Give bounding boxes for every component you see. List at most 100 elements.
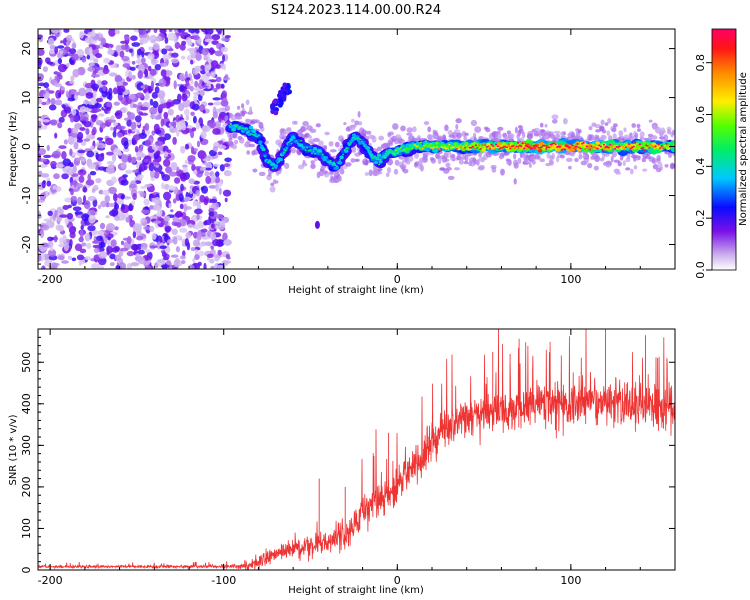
noise-cell: [77, 131, 84, 141]
noise-cell: [78, 87, 87, 97]
noise-cell: [113, 126, 117, 132]
halo-cell: [354, 120, 360, 126]
x-tick-label: 100: [560, 273, 581, 286]
y-tick-label: 200: [20, 476, 33, 497]
noise-cell: [132, 103, 138, 108]
y-tick-label: 20: [20, 42, 33, 56]
ridge-cell: [607, 146, 610, 149]
noise-cell: [184, 238, 189, 247]
noise-cell: [165, 247, 170, 254]
halo-cell: [376, 147, 382, 152]
halo-cell: [406, 132, 413, 136]
halo-cell: [636, 156, 640, 161]
ridge-cell: [563, 148, 567, 151]
noise-cell: [46, 61, 54, 65]
halo-cell: [241, 103, 245, 109]
ridge-cell: [382, 154, 385, 157]
ridge-cell: [598, 144, 601, 147]
noise-cell: [52, 185, 57, 190]
noise-cell: [160, 264, 170, 269]
noise-cell: [71, 257, 77, 262]
halo-cell: [607, 117, 612, 124]
noise-cell: [187, 223, 194, 229]
spectrogram-x-label: Height of straight line (km): [288, 285, 424, 296]
ridge-cell: [477, 144, 481, 147]
noise-cell: [127, 112, 136, 120]
ridge-cell: [331, 163, 334, 166]
ridge-cell: [371, 157, 374, 160]
ridge-cell: [278, 160, 281, 163]
noise-cell: [180, 174, 187, 182]
noise-cell: [67, 255, 72, 260]
noise-cell: [192, 67, 199, 76]
x-tick-label: 100: [560, 574, 581, 587]
halo-cell: [398, 138, 405, 144]
noise-cell: [204, 38, 213, 43]
noise-cell: [220, 83, 225, 89]
noise-cell: [120, 240, 125, 246]
noise-cell: [140, 57, 146, 64]
noise-cell: [195, 52, 202, 61]
noise-cell: [78, 175, 85, 183]
halo-cell: [252, 168, 258, 173]
halo-cell: [490, 164, 497, 169]
noise-cell: [136, 235, 144, 241]
ridge-cell: [537, 149, 543, 153]
halo-cell: [300, 125, 306, 133]
ridge-cell: [438, 149, 442, 151]
halo-cell: [485, 127, 491, 133]
ridge-cell: [484, 144, 487, 146]
noise-cell: [69, 48, 77, 54]
halo-cell: [329, 149, 337, 153]
noise-cell: [91, 188, 96, 193]
noise-cell: [154, 204, 161, 211]
noise-cell: [38, 164, 48, 168]
noise-cell: [184, 197, 189, 203]
halo-cell: [446, 167, 452, 171]
halo-cell: [313, 157, 318, 162]
noise-cell: [200, 131, 207, 139]
noise-cell: [122, 63, 131, 68]
noise-cell: [193, 224, 201, 230]
halo-cell: [532, 160, 536, 165]
noise-cell: [61, 260, 69, 264]
noise-cell: [121, 203, 125, 210]
ridge-cell: [281, 154, 284, 157]
noise-cell: [58, 145, 67, 150]
ridge-cell: [299, 139, 303, 142]
noise-cell: [183, 203, 188, 212]
noise-cell: [179, 227, 188, 233]
noise-cell: [132, 169, 139, 173]
noise-cell: [110, 176, 117, 184]
noise-cell: [122, 174, 128, 178]
ridge-cell: [370, 156, 373, 159]
noise-cell: [56, 206, 62, 214]
noise-cell: [166, 149, 172, 154]
ridge-cell: [474, 144, 477, 147]
noise-cell: [116, 125, 126, 130]
noise-cell: [90, 145, 95, 150]
noise-cell: [102, 189, 110, 196]
noise-cell: [99, 222, 106, 230]
noise-cell: [91, 114, 97, 122]
ridge-cell: [258, 140, 263, 144]
noise-cell: [175, 246, 180, 253]
noise-cell: [149, 114, 156, 119]
noise-cell: [96, 153, 105, 162]
noise-cell: [81, 213, 90, 222]
noise-cell: [86, 242, 92, 249]
halo-cell: [662, 130, 666, 134]
halo-cell: [318, 140, 324, 147]
ridge-cell: [515, 145, 518, 148]
noise-cell: [115, 110, 123, 120]
noise-cell: [209, 258, 215, 264]
noise-cell: [114, 226, 119, 231]
halo-cell: [502, 132, 508, 138]
ridge-cell: [337, 162, 340, 165]
noise-cell: [217, 239, 225, 243]
noise-cell: [108, 29, 116, 37]
noise-cell: [60, 86, 66, 91]
halo-cell: [249, 106, 253, 114]
ridge-cell: [231, 129, 234, 131]
